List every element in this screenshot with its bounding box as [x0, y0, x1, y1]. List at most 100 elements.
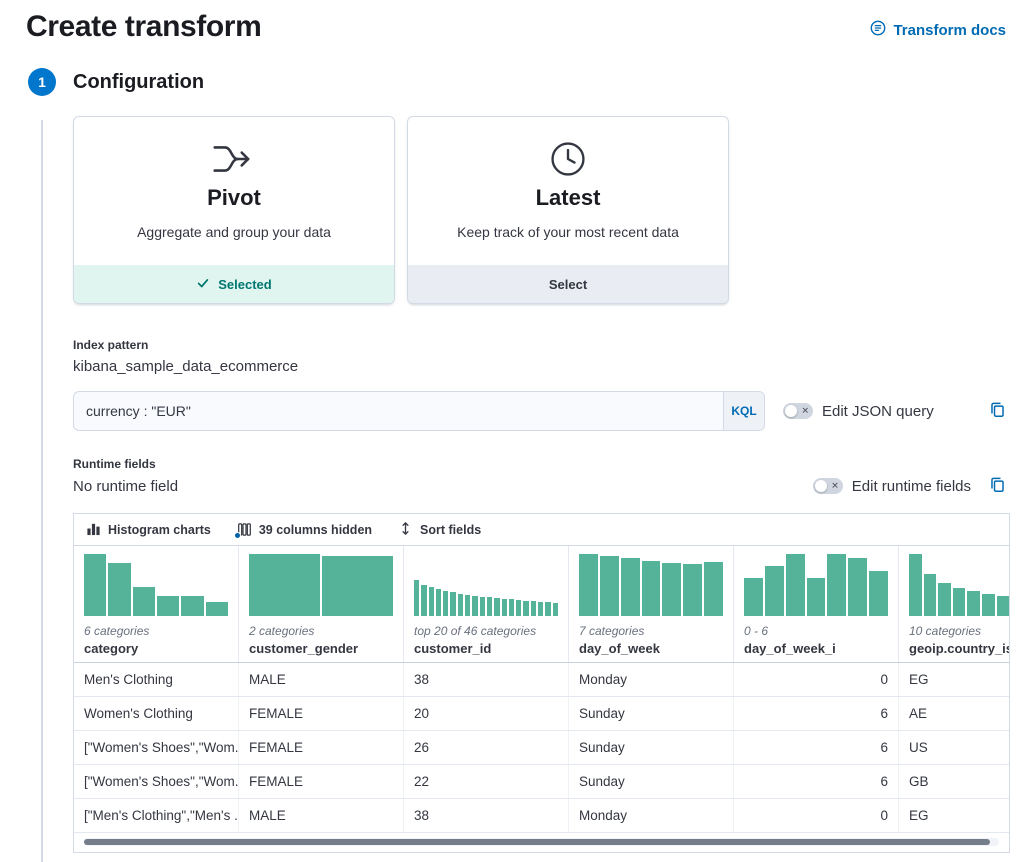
copy-runtime-button[interactable]: [989, 477, 1006, 495]
columns-hidden-button[interactable]: 39 columns hidden: [233, 522, 372, 539]
transform-docs-link[interactable]: Transform docs: [870, 20, 1006, 40]
table-cell[interactable]: Men's Clothing: [74, 663, 239, 696]
histogram-bar: [869, 571, 889, 616]
edit-json-query-label: Edit JSON query: [822, 402, 934, 420]
column-header-category[interactable]: 6 categories category: [74, 546, 239, 662]
card-pivot[interactable]: Pivot Aggregate and group your data Sele…: [73, 116, 395, 304]
table-row: ["Women's Shoes","Wom... FEMALE 26 Sunday 6 U…: [74, 731, 1009, 765]
column-header-day_of_week[interactable]: 7 categories day_of_week: [569, 546, 734, 662]
histogram-bar: [108, 562, 131, 616]
transform-docs-label: Transform docs: [893, 21, 1006, 39]
histogram-bar: [530, 601, 537, 616]
column-legend: 0 - 6: [744, 624, 769, 638]
histogram-bar: [450, 592, 456, 616]
grid-rows: Men's Clothing MALE 38 Monday 0 EG Women's Clo…: [74, 663, 1009, 833]
column-name: category: [84, 641, 139, 656]
table-cell[interactable]: MALE: [239, 663, 404, 696]
table-cell[interactable]: EG: [899, 799, 1009, 832]
latest-card-title: Latest: [535, 185, 601, 210]
table-cell[interactable]: Monday: [569, 799, 734, 832]
column-header-customer_id[interactable]: top 20 of 46 categories customer_id: [404, 546, 569, 662]
histogram-bar: [744, 577, 763, 616]
card-latest[interactable]: Latest Keep track of your most recent da…: [407, 116, 729, 304]
switch-knob: [814, 480, 827, 492]
query-language-button[interactable]: KQL: [723, 392, 764, 430]
edit-json-query-toggle-group[interactable]: ✕ Edit JSON query: [783, 403, 934, 420]
table-cell[interactable]: 6: [734, 697, 899, 730]
table-cell[interactable]: 26: [404, 731, 569, 764]
column-legend: 7 categories: [579, 624, 645, 638]
histogram-category: [84, 554, 228, 616]
table-cell[interactable]: MALE: [239, 799, 404, 832]
table-cell[interactable]: Women's Clothing: [74, 697, 239, 730]
column-legend: top 20 of 46 categories: [414, 624, 537, 638]
histogram-bar: [421, 585, 427, 616]
histogram-charts-button[interactable]: Histogram charts: [86, 521, 211, 539]
table-cell[interactable]: Sunday: [569, 765, 734, 798]
histogram-bar: [156, 596, 180, 616]
query-input[interactable]: currency : "EUR" KQL: [73, 391, 765, 431]
histogram-bar: [641, 561, 661, 616]
histogram-customer_gender: [249, 554, 393, 616]
table-cell[interactable]: FEMALE: [239, 731, 404, 764]
table-cell[interactable]: Sunday: [569, 731, 734, 764]
table-cell[interactable]: ["Men's Clothing","Men's ...: [74, 799, 239, 832]
table-cell[interactable]: 6: [734, 731, 899, 764]
table-cell[interactable]: GB: [899, 765, 1009, 798]
copy-query-button[interactable]: [989, 402, 1006, 420]
table-cell[interactable]: FEMALE: [239, 765, 404, 798]
column-header-geoip.country_iso_[interactable]: 10 categories geoip.country_iso_: [899, 546, 1009, 662]
index-pattern-value: kibana_sample_data_ecommerce: [73, 358, 299, 375]
column-legend: 10 categories: [909, 624, 982, 638]
table-cell[interactable]: 38: [404, 799, 569, 832]
documentation-icon: [870, 20, 886, 40]
column-header-customer_gender[interactable]: 2 categories customer_gender: [239, 546, 404, 662]
runtime-fields-label: Runtime fields: [73, 457, 156, 471]
step-title: Configuration: [73, 70, 205, 93]
table-cell[interactable]: 20: [404, 697, 569, 730]
histogram-bar: [923, 574, 937, 616]
table-cell[interactable]: 0: [734, 799, 899, 832]
table-cell[interactable]: EG: [899, 663, 1009, 696]
page-title: Create transform: [26, 10, 262, 43]
table-cell[interactable]: 0: [734, 663, 899, 696]
histogram-bar: [516, 599, 522, 616]
histogram-bar: [501, 598, 507, 616]
histogram-bar: [552, 602, 558, 616]
histogram-day_of_week_i: [744, 554, 889, 616]
histogram-bar: [938, 583, 951, 616]
table-cell[interactable]: ["Women's Shoes","Wom...: [74, 765, 239, 798]
table-cell[interactable]: Monday: [569, 663, 734, 696]
table-cell[interactable]: Sunday: [569, 697, 734, 730]
check-icon: [196, 276, 210, 293]
histogram-bar: [443, 591, 449, 616]
histogram-bar: [249, 554, 320, 616]
column-header-day_of_week_i[interactable]: 0 - 6 day_of_week_i: [734, 546, 899, 662]
table-cell[interactable]: FEMALE: [239, 697, 404, 730]
histogram-bar: [683, 563, 703, 616]
histogram-bar: [414, 580, 420, 616]
edit-runtime-fields-label: Edit runtime fields: [851, 477, 971, 495]
latest-card-footer[interactable]: Select: [408, 265, 728, 303]
pivot-card-footer[interactable]: Selected: [74, 265, 394, 303]
table-cell[interactable]: 22: [404, 765, 569, 798]
histogram-bar: [764, 566, 784, 616]
table-cell[interactable]: ["Women's Shoes","Wom...: [74, 731, 239, 764]
histogram-bar: [909, 554, 922, 616]
table-cell[interactable]: US: [899, 731, 1009, 764]
scrollbar-thumb[interactable]: [84, 839, 990, 845]
edit-runtime-fields-toggle-group[interactable]: ✕ Edit runtime fields: [812, 477, 971, 495]
grid-header: 6 categories category 2 categories customer…: [74, 546, 1009, 663]
clipboard-icon: [989, 476, 1006, 496]
table-cell[interactable]: AE: [899, 697, 1009, 730]
table-cell[interactable]: 6: [734, 765, 899, 798]
edit-runtime-fields-switch[interactable]: ✕: [812, 478, 843, 494]
horizontal-scrollbar[interactable]: [84, 838, 999, 846]
edit-json-query-switch[interactable]: ✕: [783, 403, 813, 419]
table-row: Men's Clothing MALE 38 Monday 0 EG: [74, 663, 1009, 697]
configuration-step-content: Pivot Aggregate and group your data Sele…: [73, 116, 1010, 853]
histogram-bar: [465, 594, 471, 616]
table-cell[interactable]: 38: [404, 663, 569, 696]
histogram-bar: [84, 554, 107, 616]
sort-fields-button[interactable]: Sort fields: [398, 521, 481, 539]
